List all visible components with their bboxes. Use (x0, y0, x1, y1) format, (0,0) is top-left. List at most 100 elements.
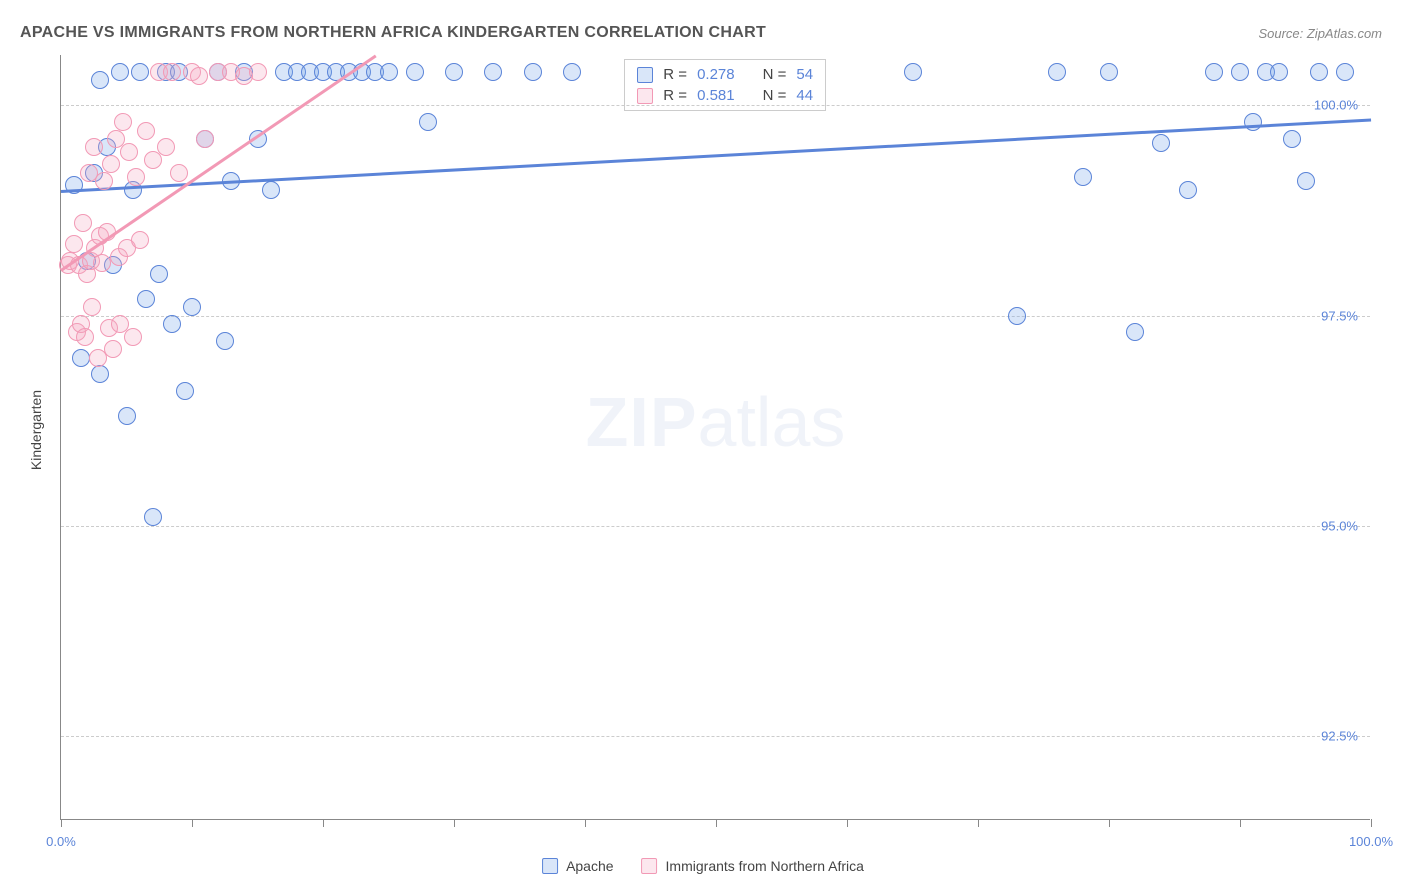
legend-swatch (637, 67, 653, 83)
x-tick (1371, 819, 1372, 827)
y-tick-label: 97.5% (1321, 308, 1358, 323)
stat-r-label: R = (663, 66, 687, 83)
scatter-point (1008, 307, 1026, 325)
legend-label: Apache (566, 858, 613, 874)
y-tick-label: 95.0% (1321, 518, 1358, 533)
scatter-point (111, 63, 129, 81)
x-tick (323, 819, 324, 827)
scatter-point (95, 172, 113, 190)
scatter-point (1231, 63, 1249, 81)
scatter-point (93, 254, 111, 272)
scatter-point (1336, 63, 1354, 81)
gridline (61, 736, 1370, 737)
gridline (61, 316, 1370, 317)
x-tick-label: 0.0% (46, 834, 76, 849)
scatter-point (163, 63, 181, 81)
scatter-point (124, 328, 142, 346)
x-tick (1109, 819, 1110, 827)
scatter-point (262, 181, 280, 199)
legend-label: Immigrants from Northern Africa (666, 858, 864, 874)
scatter-point (216, 332, 234, 350)
scatter-point (1126, 323, 1144, 341)
scatter-point (176, 382, 194, 400)
y-axis-label: Kindergarten (28, 390, 44, 470)
legend-item: Immigrants from Northern Africa (642, 858, 864, 874)
scatter-point (380, 63, 398, 81)
scatter-point (1244, 113, 1262, 131)
correlation-stats-box: R = 0.278 N = 54 R = 0.581 N = 44 (624, 59, 826, 111)
scatter-point (1297, 172, 1315, 190)
x-tick (61, 819, 62, 827)
scatter-point (524, 63, 542, 81)
stat-row: R = 0.581 N = 44 (637, 87, 813, 104)
scatter-point (91, 365, 109, 383)
scatter-point (183, 298, 201, 316)
scatter-point (904, 63, 922, 81)
scatter-point (249, 63, 267, 81)
x-tick (847, 819, 848, 827)
stat-n-label: N = (763, 66, 787, 83)
scatter-point (163, 315, 181, 333)
stat-r-label: R = (663, 87, 687, 104)
scatter-point (170, 164, 188, 182)
scatter-point (104, 340, 122, 358)
stat-r-value: 0.278 (697, 66, 735, 83)
scatter-point (131, 231, 149, 249)
scatter-point (102, 155, 120, 173)
x-tick-label: 100.0% (1349, 834, 1393, 849)
scatter-point (157, 138, 175, 156)
x-tick (978, 819, 979, 827)
scatter-point (563, 63, 581, 81)
scatter-plot-area: ZIPatlas R = 0.278 N = 54 R = 0.581 N = 44 92.5… (60, 55, 1370, 820)
gridline (61, 526, 1370, 527)
x-tick (1240, 819, 1241, 827)
scatter-point (114, 113, 132, 131)
stat-n-value: 54 (796, 66, 813, 83)
scatter-point (74, 214, 92, 232)
scatter-point (72, 349, 90, 367)
legend-swatch (642, 858, 658, 874)
scatter-point (1283, 130, 1301, 148)
chart-title: APACHE VS IMMIGRANTS FROM NORTHERN AFRIC… (20, 24, 766, 42)
scatter-point (1152, 134, 1170, 152)
stat-row: R = 0.278 N = 54 (637, 66, 813, 83)
scatter-point (196, 130, 214, 148)
scatter-point (406, 63, 424, 81)
stat-n-label: N = (763, 87, 787, 104)
y-tick-label: 92.5% (1321, 728, 1358, 743)
scatter-point (120, 143, 138, 161)
scatter-point (76, 328, 94, 346)
x-tick (585, 819, 586, 827)
legend-item: Apache (542, 858, 613, 874)
scatter-point (137, 290, 155, 308)
scatter-point (445, 63, 463, 81)
scatter-point (91, 71, 109, 89)
scatter-point (65, 235, 83, 253)
scatter-point (137, 122, 155, 140)
scatter-point (144, 508, 162, 526)
legend-swatch (637, 88, 653, 104)
scatter-point (127, 168, 145, 186)
scatter-point (83, 298, 101, 316)
gridline (61, 105, 1370, 106)
scatter-point (1270, 63, 1288, 81)
scatter-point (1310, 63, 1328, 81)
stat-n-value: 44 (796, 87, 813, 104)
scatter-point (1205, 63, 1223, 81)
scatter-point (1048, 63, 1066, 81)
watermark: ZIPatlas (586, 382, 846, 462)
scatter-point (484, 63, 502, 81)
scatter-point (131, 63, 149, 81)
series-legend: Apache Immigrants from Northern Africa (542, 858, 864, 874)
legend-swatch (542, 858, 558, 874)
scatter-point (1179, 181, 1197, 199)
scatter-point (1074, 168, 1092, 186)
x-tick (454, 819, 455, 827)
source-attribution: Source: ZipAtlas.com (1258, 26, 1382, 41)
scatter-point (419, 113, 437, 131)
scatter-point (1100, 63, 1118, 81)
scatter-point (150, 265, 168, 283)
x-tick (716, 819, 717, 827)
scatter-point (190, 67, 208, 85)
stat-r-value: 0.581 (697, 87, 735, 104)
